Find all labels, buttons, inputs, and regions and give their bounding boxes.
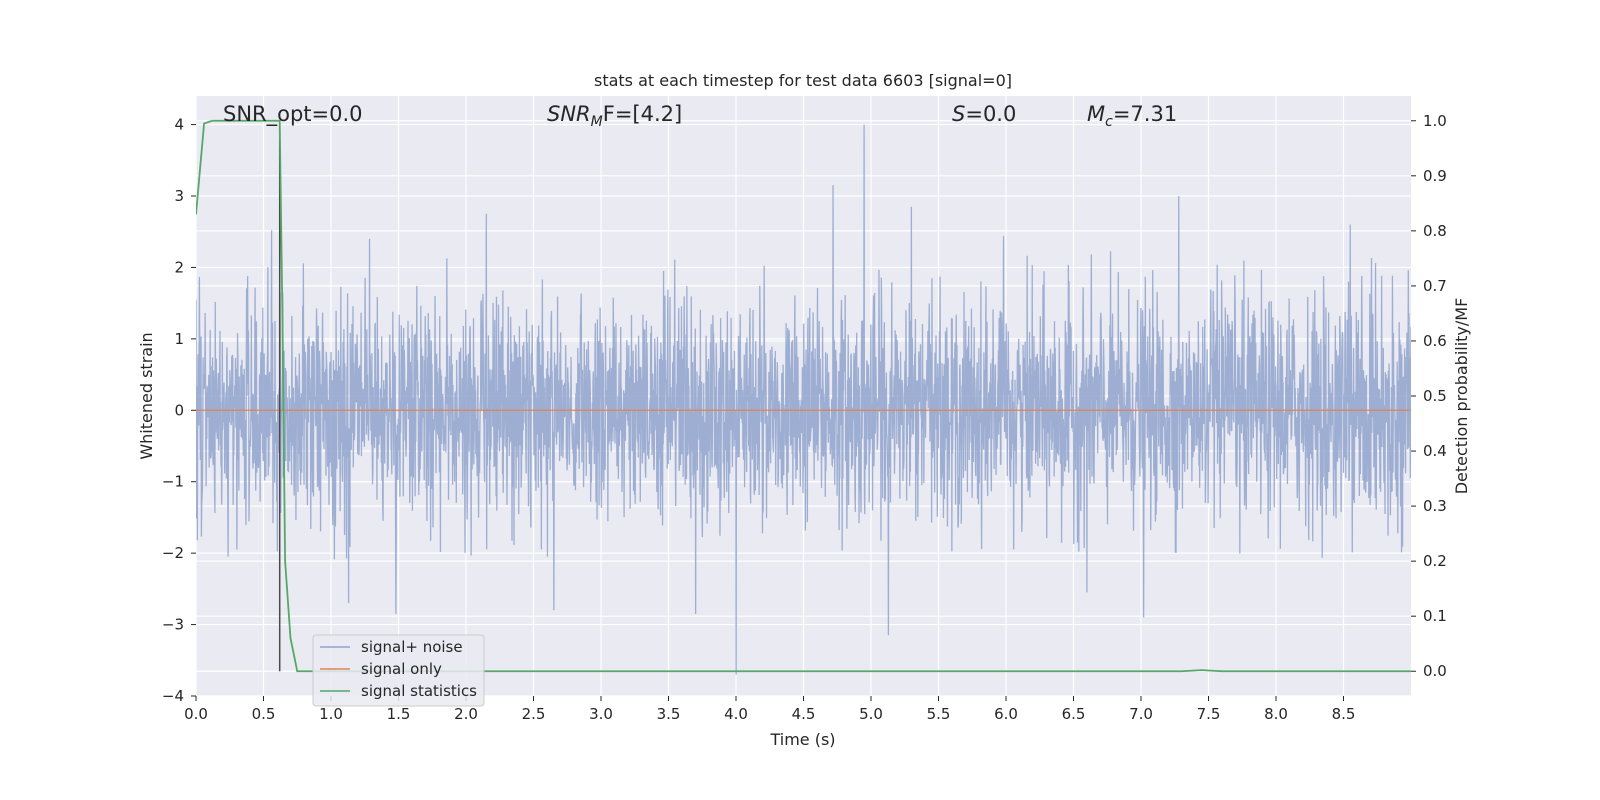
axis-ticks: 0.0 0.5 1.0 1.5 2.0 2.5 3.0 3.5 4.0 4.5 5.0 5.5 6.0 6… (162, 112, 1447, 723)
y-axis-label: Whitened strain (137, 332, 156, 459)
x-tick-label: 1.0 (319, 705, 343, 723)
y2-tick-label: 0.2 (1423, 552, 1447, 570)
y-tick-label: −3 (162, 616, 184, 634)
legend-label-signal-statistics: signal statistics (361, 682, 477, 700)
y2-axis-label: Detection probability/MF (1452, 298, 1471, 495)
y2-tick-label: 1.0 (1423, 112, 1447, 130)
x-axis-label: Time (s) (769, 730, 835, 749)
annotation-snr-mf: SNRMF=[4.2] (547, 102, 682, 130)
x-tick-label: 4.0 (724, 705, 748, 723)
annotation-snr-mf-symbol: SNR (547, 102, 591, 126)
y2-tick-label: 0.8 (1423, 222, 1447, 240)
annotation-mc-subscript: c (1105, 114, 1113, 130)
x-tick-label: 3.0 (589, 705, 613, 723)
y2-tick-label: 0.4 (1423, 442, 1447, 460)
x-tick-label: 0.5 (252, 705, 276, 723)
x-tick-label: 2.0 (454, 705, 478, 723)
chart-title: stats at each timestep for test data 660… (594, 71, 1012, 90)
x-tick-label: 6.5 (1062, 705, 1086, 723)
x-tick-label: 3.5 (657, 705, 681, 723)
legend: signal+ noise signal only signal statist… (312, 634, 485, 707)
x-tick-label: 6.0 (994, 705, 1018, 723)
annotation-s-value: =0.0 (965, 102, 1016, 126)
x-tick-label: 4.5 (792, 705, 816, 723)
annotation-mc-symbol: M (1087, 102, 1105, 126)
y2-tick-label: 0.5 (1423, 387, 1447, 405)
annotation-snr-mf-subscript: M (591, 114, 603, 130)
annotation-mc: Mc=7.31 (1087, 102, 1177, 130)
x-tick-label: 8.5 (1332, 705, 1356, 723)
x-tick-label: 0.0 (184, 705, 208, 723)
y2-tick-label: 0.3 (1423, 497, 1447, 515)
annotation-mc-value: =7.31 (1113, 102, 1177, 126)
series-signal-noise (196, 124, 1411, 675)
x-tick-label: 5.5 (927, 705, 951, 723)
x-tick-label: 5.0 (859, 705, 883, 723)
series-signal-statistics (196, 119, 1411, 673)
y-tick-label: −2 (162, 544, 184, 562)
annotation-s: S=0.0 (952, 102, 1016, 126)
y2-tick-label: 0.1 (1423, 607, 1447, 625)
annotation-snr-mf-value: F=[4.2] (603, 102, 682, 126)
x-tick-label: 7.0 (1129, 705, 1153, 723)
y2-tick-label: 0.6 (1423, 332, 1447, 350)
x-tick-label: 2.5 (522, 705, 546, 723)
x-tick-label: 8.0 (1264, 705, 1288, 723)
legend-label-signal-noise: signal+ noise (361, 638, 463, 656)
y-tick-label: 0 (174, 401, 184, 419)
y-tick-label: 4 (174, 116, 184, 134)
y-tick-label: 1 (174, 330, 184, 348)
x-tick-label: 7.5 (1197, 705, 1221, 723)
y-tick-label: −1 (162, 473, 184, 491)
annotation-s-symbol: S (952, 102, 965, 126)
legend-label-signal-only: signal only (361, 660, 442, 678)
annotation-snr-opt: SNR_opt=0.0 (223, 102, 363, 127)
y2-tick-label: 0.7 (1423, 277, 1447, 295)
y-tick-label: 2 (174, 258, 184, 276)
y-tick-label: −4 (162, 687, 184, 705)
y2-tick-label: 0.9 (1423, 167, 1447, 185)
y-tick-label: 3 (174, 187, 184, 205)
y2-tick-label: 0.0 (1423, 662, 1447, 680)
x-tick-label: 1.5 (387, 705, 411, 723)
